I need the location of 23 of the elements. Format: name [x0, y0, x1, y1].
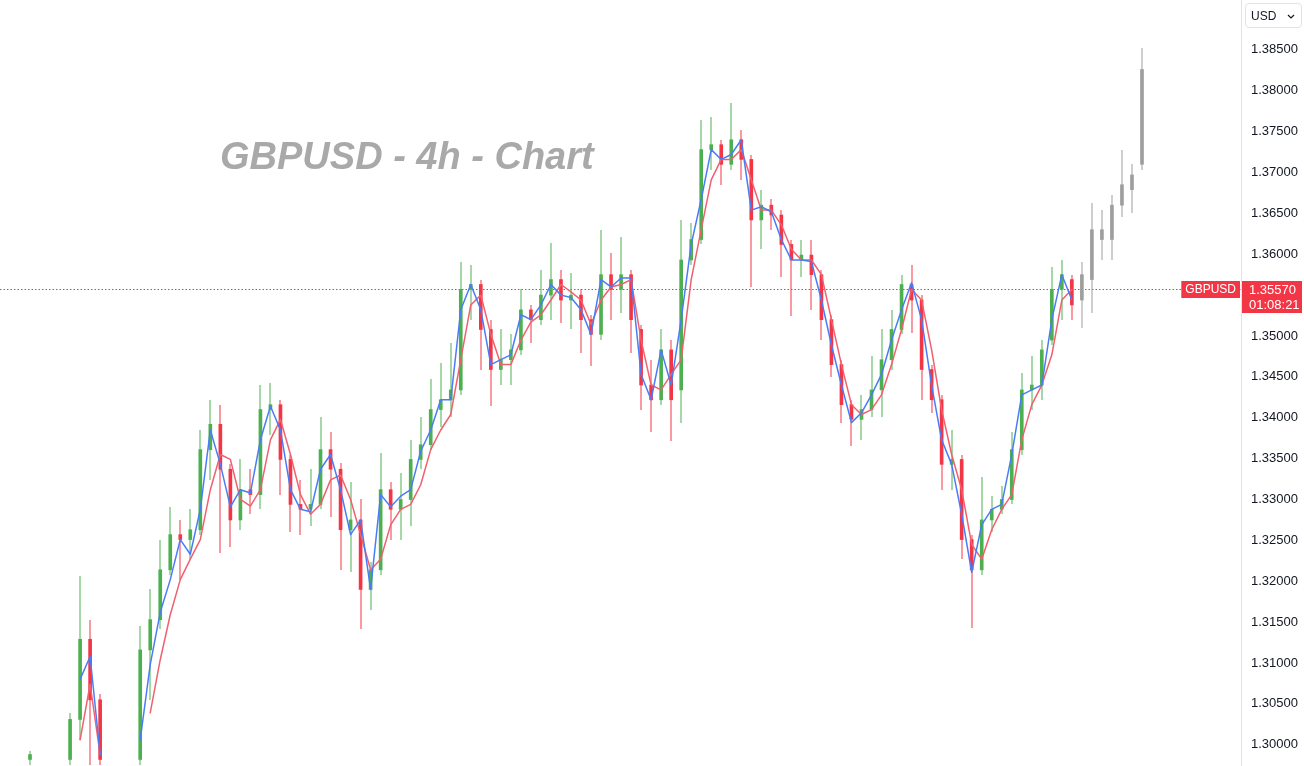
y-tick-label: 1.33500 — [1251, 450, 1298, 466]
y-tick-label: 1.33000 — [1251, 491, 1298, 507]
y-tick-label: 1.36500 — [1251, 204, 1298, 220]
y-tick-label: 1.32000 — [1251, 572, 1298, 588]
y-tick-label: 1.38500 — [1251, 41, 1298, 57]
y-axis-title: USD — [1251, 9, 1277, 23]
y-tick-label: 1.35000 — [1251, 327, 1298, 343]
y-tick-label: 1.38000 — [1251, 82, 1298, 98]
y-tick-label: 1.32500 — [1251, 531, 1298, 547]
y-tick-label: 1.34500 — [1251, 368, 1298, 384]
y-tick-label: 1.34000 — [1251, 409, 1298, 425]
text: 1.35570 — [1249, 281, 1296, 297]
y-tick-label: 1.37000 — [1251, 164, 1298, 180]
ref-line-label: GBPUSD — [1185, 282, 1237, 297]
y-tick-label: 1.31000 — [1251, 654, 1298, 670]
currency-dropdown: USD — [1245, 3, 1302, 28]
text: 01:08:21 — [1249, 296, 1300, 312]
y-tick-label: 1.37500 — [1251, 123, 1298, 139]
y-tick-label: 1.31500 — [1251, 613, 1298, 629]
y-tick-label: 1.30500 — [1251, 695, 1298, 711]
y-tick-label: 1.30000 — [1251, 736, 1298, 752]
text: GBPUSD - 4h - Chart — [220, 135, 594, 177]
y-tick-label: 1.36000 — [1251, 245, 1298, 261]
